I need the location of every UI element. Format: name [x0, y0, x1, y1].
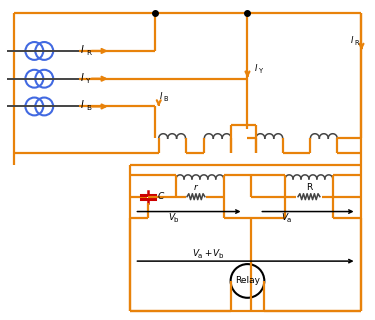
Text: C: C [157, 192, 164, 201]
Text: b: b [174, 218, 178, 223]
Text: Y: Y [86, 78, 90, 84]
Text: V: V [213, 249, 219, 258]
Text: a: a [197, 253, 202, 259]
Text: R: R [306, 183, 312, 192]
Text: R: R [86, 50, 91, 56]
Text: R: R [354, 40, 359, 46]
Text: V: V [281, 213, 287, 222]
Text: V: V [168, 213, 174, 222]
Text: Relay: Relay [235, 276, 260, 285]
Text: I: I [81, 100, 84, 110]
Text: V: V [192, 249, 198, 258]
Text: Y: Y [259, 68, 263, 74]
Text: a: a [286, 218, 291, 223]
Text: b: b [218, 253, 223, 259]
Text: +: + [202, 249, 215, 258]
Text: I: I [255, 64, 257, 73]
Text: r: r [194, 183, 198, 192]
Text: B: B [164, 96, 168, 101]
Text: I: I [160, 92, 162, 100]
Text: I: I [81, 45, 84, 55]
Text: I: I [351, 36, 353, 45]
Text: B: B [86, 106, 91, 111]
Text: I: I [81, 73, 84, 83]
